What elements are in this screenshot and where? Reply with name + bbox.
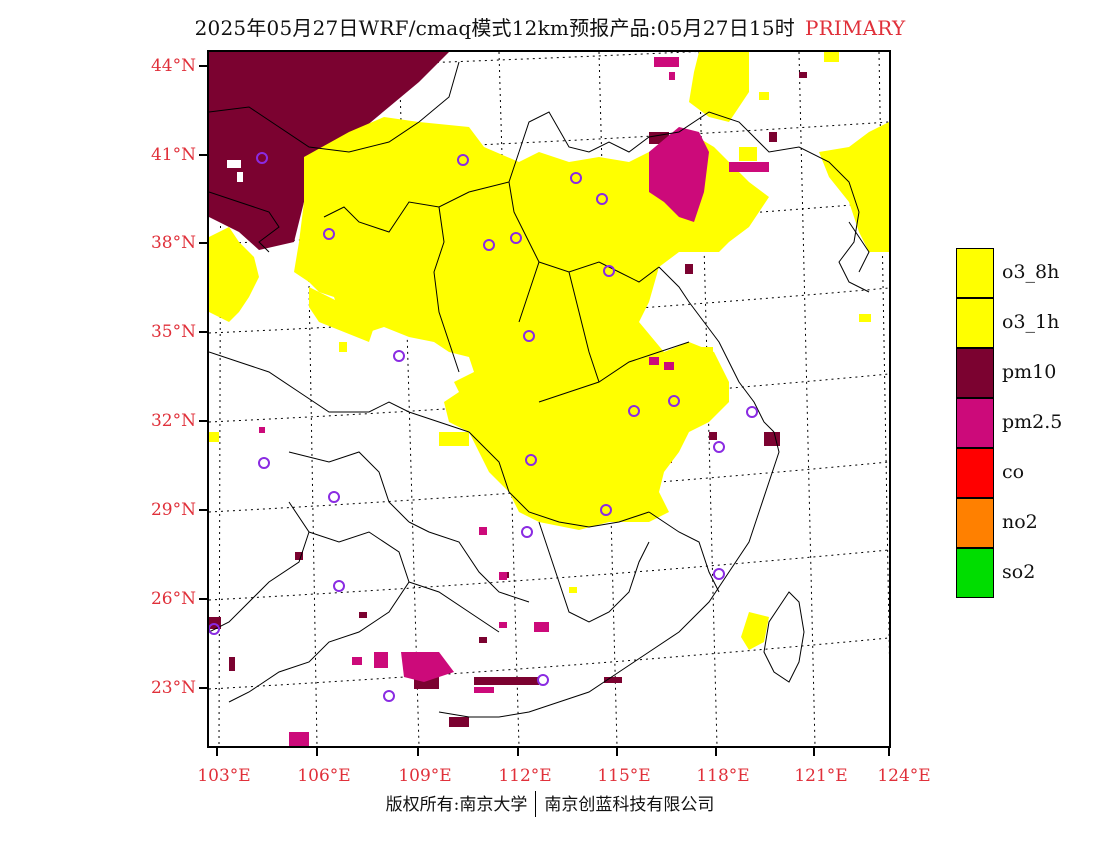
lon-label-103: 103°E <box>197 766 251 786</box>
legend-swatch <box>956 498 994 548</box>
lon-label-109: 109°E <box>398 766 452 786</box>
lon-tick <box>417 748 419 756</box>
o3-area <box>209 52 889 650</box>
lat-label-32: 32°N <box>150 411 196 431</box>
legend-label: o3_1h <box>1002 311 1060 333</box>
lat-tick <box>199 509 207 511</box>
lon-label-115: 115°E <box>597 766 651 786</box>
legend-swatch <box>956 398 994 448</box>
copyright-footer: 版权所有:南京大学 南京创蓝科技有限公司 <box>0 790 1100 817</box>
copyright-left: 版权所有:南京大学 <box>385 795 528 815</box>
map-title: 2025年05月27日WRF/cmaq模式12km预报产品:05月27日15时 P… <box>0 12 1100 41</box>
lat-tick <box>199 420 207 422</box>
lon-label-106: 106°E <box>297 766 351 786</box>
lat-label-23: 23°N <box>150 678 196 698</box>
lat-label-29: 29°N <box>150 500 196 520</box>
lat-label-26: 26°N <box>150 589 196 609</box>
legend-swatch <box>956 298 994 348</box>
lat-label-38: 38°N <box>150 233 196 253</box>
lon-label-121: 121°E <box>794 766 848 786</box>
lon-label-112: 112°E <box>498 766 552 786</box>
lat-tick <box>199 242 207 244</box>
lon-label-118: 118°E <box>696 766 750 786</box>
legend-label: pm10 <box>1002 361 1057 383</box>
lon-tick <box>616 748 618 756</box>
lon-tick <box>813 748 815 756</box>
lat-label-35: 35°N <box>150 322 196 342</box>
lat-tick <box>199 598 207 600</box>
legend-swatch <box>956 448 994 498</box>
pollution-map <box>207 50 891 748</box>
legend-label: co <box>1002 461 1025 483</box>
lat-label-41: 41°N <box>150 145 196 165</box>
lat-tick <box>199 154 207 156</box>
boundaries <box>209 61 870 718</box>
lon-tick <box>517 748 519 756</box>
legend-swatch <box>956 348 994 398</box>
copyright-right: 南京创蓝科技有限公司 <box>544 795 715 815</box>
lat-tick <box>199 65 207 67</box>
lon-label-124: 124°E <box>877 766 931 786</box>
lat-tick <box>199 687 207 689</box>
legend-swatch <box>956 248 994 298</box>
legend-label: o3_8h <box>1002 261 1060 283</box>
monitoring-stations <box>209 152 758 702</box>
title-text: 2025年05月27日WRF/cmaq模式12km预报产品:05月27日15时 <box>194 16 795 40</box>
lon-tick <box>888 748 890 756</box>
lon-tick <box>715 748 717 756</box>
legend-label: no2 <box>1002 511 1038 533</box>
lat-tick <box>199 331 207 333</box>
footer-separator <box>535 791 537 817</box>
pm25-area <box>259 57 769 746</box>
primary-tag: PRIMARY <box>804 16 906 40</box>
lat-label-44: 44°N <box>150 56 196 76</box>
lon-tick <box>216 748 218 756</box>
map-canvas <box>209 52 889 746</box>
legend-swatch <box>956 548 994 598</box>
legend-label: pm2.5 <box>1002 411 1063 433</box>
legend-label: so2 <box>1002 561 1036 583</box>
lon-tick <box>316 748 318 756</box>
